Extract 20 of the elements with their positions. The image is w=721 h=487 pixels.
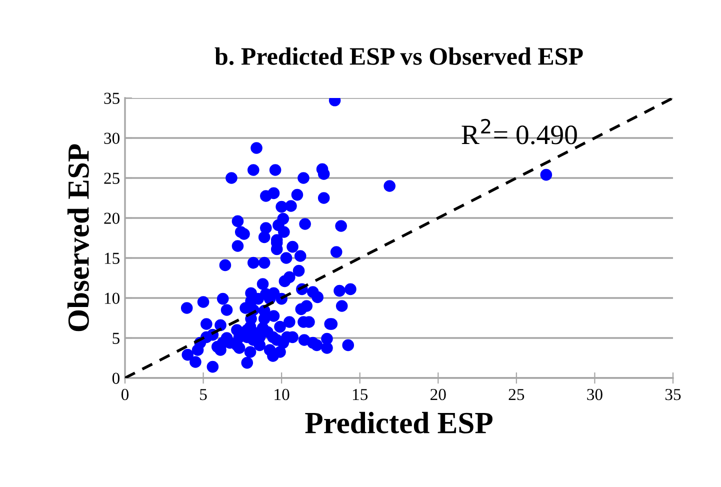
y-tick-label: 15 xyxy=(104,252,120,264)
x-tick-label: 35 xyxy=(665,388,681,400)
y-axis-title: Observed ESP xyxy=(67,144,89,332)
annotation: R$^{2}$= 0.490 xyxy=(462,118,577,144)
chart-title: b. Predicted ESP vs Observed ESP xyxy=(214,47,583,66)
x-axis-title: Predicted ESP xyxy=(305,412,492,434)
x-tick-label: 15 xyxy=(352,388,368,400)
y-tick-label: 20 xyxy=(104,212,120,224)
y-tick-label: 5 xyxy=(112,332,120,344)
y-tick-label: 35 xyxy=(104,92,120,104)
y-tick-label: 30 xyxy=(104,132,120,144)
x-tick-label: 5 xyxy=(200,389,207,400)
x-tick-label: 20 xyxy=(430,388,446,400)
y-tick-label: 10 xyxy=(104,292,120,304)
x-tick-label: 0 xyxy=(121,388,129,400)
y-tick-label: 25 xyxy=(104,172,120,184)
x-tick-label: 10 xyxy=(274,388,290,400)
y-tick-label: 0 xyxy=(112,372,120,384)
x-tick-label: 25 xyxy=(508,388,524,400)
x-tick-label: 30 xyxy=(587,388,602,400)
